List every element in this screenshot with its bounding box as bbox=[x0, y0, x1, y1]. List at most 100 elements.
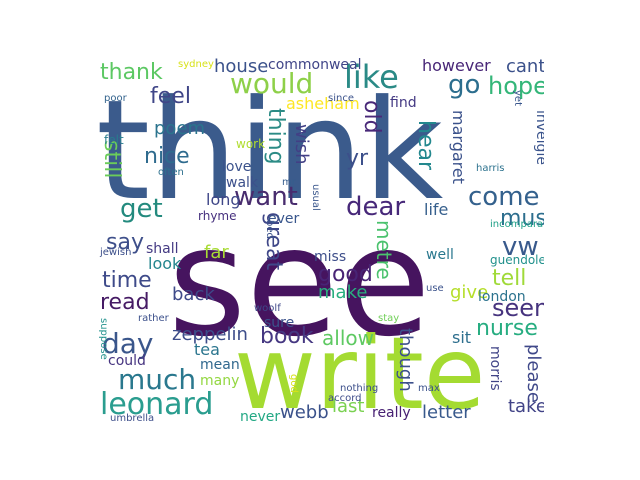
cloud-word-metre: metre bbox=[372, 220, 396, 280]
cloud-word-time: time bbox=[102, 268, 152, 293]
cloud-word-give: give bbox=[450, 282, 489, 303]
cloud-word-allow: allow bbox=[322, 326, 374, 350]
cloud-word-sure: sure bbox=[264, 315, 295, 331]
cloud-word-would: would bbox=[230, 67, 314, 100]
cloud-word-god: god bbox=[288, 374, 299, 393]
cloud-word-hear: hear bbox=[413, 120, 438, 171]
cloud-word-day: day bbox=[102, 327, 154, 360]
cloud-word-yr: yr bbox=[346, 146, 369, 171]
cloud-word-however: however bbox=[422, 58, 491, 75]
cloud-word-stay: stay bbox=[378, 313, 400, 324]
cloud-word-rhyme: rhyme bbox=[198, 209, 237, 223]
cloud-word-sit: sit bbox=[452, 328, 472, 347]
cloud-word-must: must bbox=[500, 206, 544, 231]
cloud-word-good: good bbox=[318, 262, 373, 287]
cloud-word-zeppelin: zeppelin bbox=[172, 324, 248, 345]
cloud-word-say: say bbox=[106, 230, 144, 255]
cloud-word-want: want bbox=[234, 182, 298, 212]
cloud-word-wish: wish bbox=[291, 124, 312, 165]
cloud-word-commonweal: commonweal bbox=[268, 58, 362, 73]
cloud-word-woolf: woolf bbox=[254, 303, 281, 314]
cloud-word-think: think bbox=[96, 70, 444, 231]
cloud-word-still: still bbox=[99, 140, 124, 179]
cloud-word-sydney: sydney bbox=[178, 59, 214, 70]
cloud-word-jewish: jewish bbox=[100, 247, 132, 258]
cloud-word-tea: tea bbox=[194, 340, 220, 359]
cloud-word-harris: harris bbox=[476, 163, 505, 174]
cloud-word-never: never bbox=[240, 409, 281, 424]
cloud-word-work: work bbox=[236, 137, 266, 151]
cloud-word-nothing: nothing bbox=[340, 383, 379, 394]
cloud-word-far: far bbox=[204, 242, 229, 263]
cloud-word-see: see bbox=[168, 196, 431, 370]
cloud-word-back: back bbox=[172, 284, 215, 305]
cloud-word-felt: felt bbox=[104, 133, 124, 147]
cloud-word-please: please bbox=[523, 344, 544, 403]
cloud-word-cant: cant bbox=[506, 58, 544, 77]
cloud-word-london: london bbox=[478, 289, 526, 305]
cloud-word-great: great bbox=[261, 212, 286, 271]
cloud-word-like: like bbox=[344, 58, 399, 96]
cloud-word-life: life bbox=[424, 200, 449, 219]
cloud-word-last: last bbox=[332, 396, 365, 417]
word-cloud: think see write leonard much day like would want… bbox=[96, 58, 544, 424]
cloud-word-really: really bbox=[372, 405, 411, 421]
cloud-word-since: since bbox=[328, 93, 354, 104]
cloud-word-morris: morris bbox=[487, 346, 503, 391]
cloud-word-house: house bbox=[214, 58, 269, 77]
cloud-word-mr: mr bbox=[282, 177, 296, 188]
cloud-word-tell: tell bbox=[492, 266, 527, 291]
cloud-word-asheham: asheham bbox=[286, 94, 360, 113]
cloud-word-could: could bbox=[108, 353, 146, 369]
cloud-word-poem: poem bbox=[154, 118, 206, 139]
cloud-word-webb: webb bbox=[280, 402, 329, 423]
cloud-word-nice: nice bbox=[144, 144, 190, 169]
cloud-word-many: many bbox=[200, 373, 240, 389]
cloud-word-hope: hope bbox=[488, 72, 544, 100]
cloud-word-guendolen: guendolen bbox=[490, 253, 544, 267]
cloud-word-much: much bbox=[118, 363, 197, 396]
cloud-word-umbrella: umbrella bbox=[110, 413, 155, 424]
cloud-word-miss: miss bbox=[314, 249, 347, 265]
cloud-word-thank: thank bbox=[100, 60, 163, 85]
cloud-word-leonard: leonard bbox=[100, 387, 214, 422]
cloud-word-book: book bbox=[260, 324, 314, 349]
cloud-word-look: look bbox=[148, 254, 182, 273]
cloud-word-dear: dear bbox=[346, 192, 406, 222]
cloud-word-though: though bbox=[395, 328, 416, 392]
cloud-word-love: love bbox=[222, 159, 252, 175]
cloud-word-poor: poor bbox=[104, 93, 127, 104]
cloud-word-usual: usual bbox=[310, 184, 321, 211]
cloud-word-old: old bbox=[359, 100, 384, 134]
cloud-word-vw: vw bbox=[502, 232, 539, 262]
cloud-word-accord: accord bbox=[328, 393, 362, 404]
cloud-word-make: make bbox=[318, 282, 368, 303]
cloud-word-bed: bed bbox=[264, 220, 275, 239]
cloud-word-ever: ever bbox=[268, 211, 300, 227]
cloud-word-seem: seem bbox=[492, 294, 544, 322]
cloud-word-margaret: margaret bbox=[449, 110, 468, 184]
cloud-word-rather: rather bbox=[138, 313, 169, 324]
cloud-word-often: often bbox=[158, 167, 184, 178]
cloud-word-read: read bbox=[100, 290, 150, 315]
cloud-word-come: come bbox=[468, 182, 540, 212]
cloud-word-walk: walk bbox=[226, 175, 259, 191]
cloud-word-inveigle: inveigle bbox=[533, 110, 544, 165]
cloud-word-take: take bbox=[508, 396, 544, 417]
cloud-word-suppose: suppose bbox=[98, 318, 109, 360]
cloud-word-nurse: nurse bbox=[476, 316, 538, 341]
cloud-word-well: well bbox=[426, 247, 454, 263]
cloud-word-use: use bbox=[426, 283, 444, 294]
cloud-word-write: write bbox=[234, 315, 486, 424]
cloud-word-go: go bbox=[448, 70, 481, 100]
cloud-word-shall: shall bbox=[146, 241, 179, 257]
cloud-word-get: get bbox=[120, 194, 163, 224]
cloud-word-letter: letter bbox=[422, 402, 471, 423]
cloud-word-feel: feel bbox=[150, 84, 191, 109]
cloud-word-long: long bbox=[206, 190, 241, 209]
cloud-word-mean: mean bbox=[200, 357, 240, 373]
cloud-word-find: find bbox=[390, 95, 417, 111]
cloud-word-yet: yet bbox=[512, 90, 523, 106]
cloud-word-thing: thing bbox=[263, 108, 288, 165]
cloud-word-max: max bbox=[418, 383, 440, 394]
